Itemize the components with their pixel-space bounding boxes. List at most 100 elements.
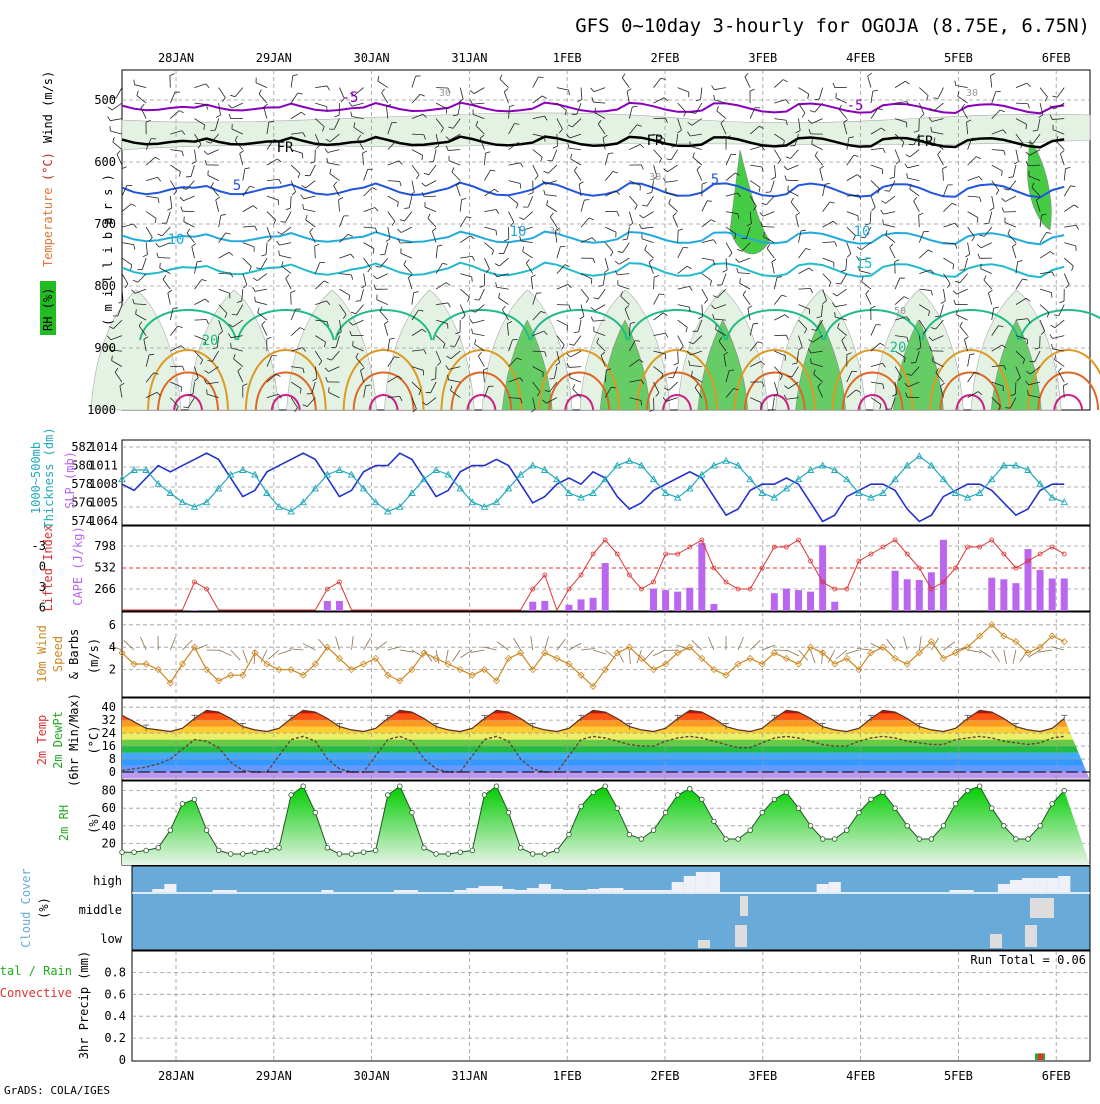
date-label-bottom: 30JAN <box>354 1069 390 1083</box>
rh2m-point <box>917 837 922 842</box>
temp-tick: 0 <box>109 765 116 779</box>
rh2m-point <box>627 832 632 837</box>
date-label-bottom: 31JAN <box>451 1069 487 1083</box>
cloud-label: Cloud Cover <box>19 868 33 947</box>
rh2m-point <box>361 850 366 855</box>
rh2m-point <box>180 802 185 807</box>
rh2m-point <box>1014 837 1019 842</box>
rh2m-point <box>518 846 523 851</box>
rh2m-point <box>591 790 596 795</box>
rh2m-point <box>192 797 197 802</box>
rh2m-point <box>893 806 898 811</box>
rh2m-point <box>132 850 137 855</box>
contour-label: 20 <box>890 340 907 356</box>
cape-bar <box>650 589 657 611</box>
wind-tick: 6 <box>109 618 116 632</box>
cloud-high-bar <box>635 890 647 892</box>
rh2m-point <box>313 810 318 815</box>
date-label-bottom: 4FEB <box>846 1069 875 1083</box>
cape-bar <box>590 598 597 611</box>
cloud-unit: (%) <box>37 897 51 919</box>
rh2m-point <box>663 810 668 815</box>
temp-band <box>122 759 1090 765</box>
rh2m-point <box>820 837 825 842</box>
contour-label: 30 <box>439 88 451 99</box>
cloud-mid-low-bar <box>990 934 1002 948</box>
cloud-high-bar <box>623 890 635 892</box>
rh2m-tick: 20 <box>102 836 116 850</box>
wind-barb-flag <box>1030 361 1035 362</box>
cloud-high-bar <box>684 876 696 892</box>
rh2m-point <box>530 852 535 857</box>
cloud-high-bar <box>527 888 539 892</box>
rh2m-label: 2m RH <box>57 805 71 841</box>
rh2m-point <box>325 846 330 851</box>
cape-bar <box>674 592 681 611</box>
cape-bar <box>602 563 609 611</box>
wind-barb <box>110 131 122 134</box>
date-label-bottom: 6FEB <box>1042 1069 1071 1083</box>
cloud-high-bar <box>575 890 587 892</box>
cloud-high-bar <box>660 890 672 892</box>
pressure-tick-label: 900 <box>94 341 116 355</box>
rh2m-point <box>277 846 282 851</box>
rh2m-point <box>687 787 692 792</box>
wind-barb-flag <box>356 301 361 302</box>
cape-bar <box>529 602 536 611</box>
rh2m-point <box>905 824 910 829</box>
cloud-high-bar <box>1046 878 1058 892</box>
cloud-high-bar <box>152 889 164 892</box>
precip-tick: 0.2 <box>104 1031 126 1045</box>
cloud-high-bar <box>406 890 418 892</box>
wind-barb-flag <box>909 144 914 145</box>
cape-bar <box>578 599 585 611</box>
slp-tick: 1064 <box>89 514 118 528</box>
cape-bar <box>916 580 923 611</box>
contour-label: 5 <box>711 172 719 188</box>
cloud-high-bar <box>611 888 623 892</box>
contour-label: FR <box>917 134 934 150</box>
wind10-unit: (m/s) <box>87 638 101 674</box>
rh2m-tick: 80 <box>102 784 116 798</box>
rh2m-point <box>555 848 560 853</box>
cape-bar <box>1012 583 1019 611</box>
rh2m-point <box>977 784 982 789</box>
rh2m-point <box>881 790 886 795</box>
cloud-level-label: high <box>93 874 122 888</box>
rh2m-unit: (%) <box>87 812 101 834</box>
temp-band <box>122 746 1090 752</box>
wind-barb-flag <box>496 230 497 235</box>
wind-barb-flag <box>608 153 613 154</box>
cloud-high-bar <box>1022 878 1034 892</box>
temperature-unit-label: (°C) <box>41 152 55 181</box>
rh2m-point <box>857 810 862 815</box>
wind-barb-flag <box>426 392 431 393</box>
cape-bar <box>686 588 693 611</box>
rh2m-tick: 60 <box>102 801 116 815</box>
rh2m-point <box>156 846 161 851</box>
cloud-high-bar <box>321 890 333 892</box>
temperature-label: Temperature <box>41 188 55 267</box>
temp-tick: 32 <box>102 713 116 727</box>
date-label-bottom: 28JAN <box>158 1069 194 1083</box>
rh2m-point <box>989 806 994 811</box>
date-label-top: 2FEB <box>651 51 680 65</box>
wind-barb-flag <box>117 151 120 155</box>
contour-label: 30 <box>649 172 661 183</box>
wind-barb-flag <box>960 270 965 271</box>
rh2m-point <box>651 828 656 833</box>
contour-label: 15 <box>856 256 873 272</box>
rh2m-tick: 40 <box>102 819 116 833</box>
rh2m-point <box>615 806 620 811</box>
rh2m-point <box>845 828 850 833</box>
rh2m-point <box>385 793 390 798</box>
cape-bar <box>191 610 198 611</box>
precip-tick: 0 <box>119 1053 126 1067</box>
cloud-high-bar <box>599 888 611 892</box>
cloud-high-bar <box>454 890 466 892</box>
